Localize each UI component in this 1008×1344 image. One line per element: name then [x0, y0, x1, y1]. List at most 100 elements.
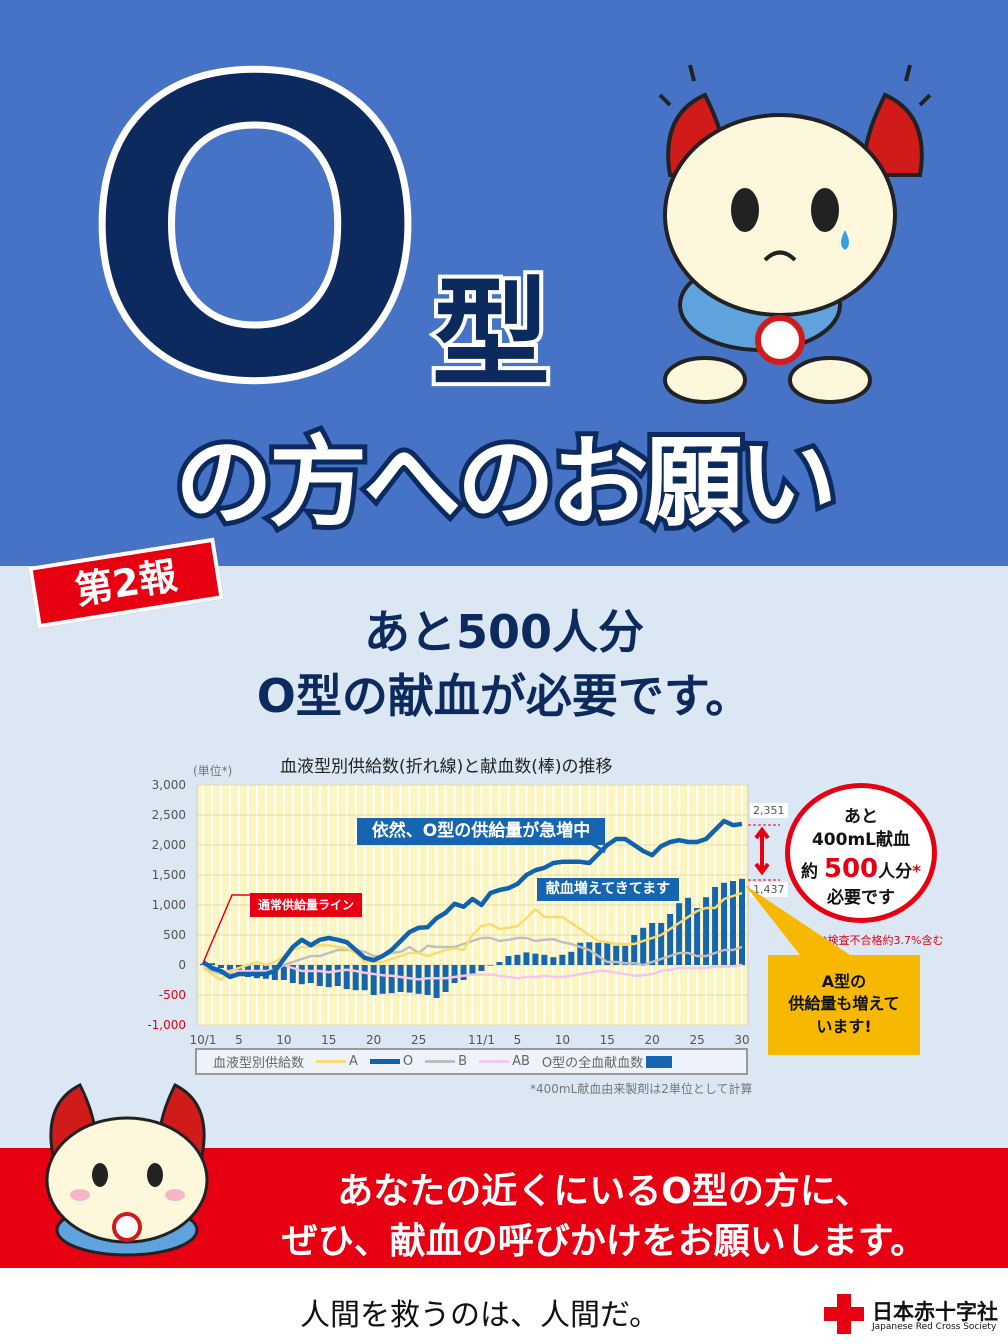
- bar: [352, 965, 359, 991]
- gap-arrow-icon: [754, 826, 770, 876]
- x-tick-label: 25: [689, 1033, 704, 1047]
- x-tick-label: 15: [321, 1033, 336, 1047]
- x-tick-label: 10: [276, 1033, 291, 1047]
- o-last-value: 2,351: [750, 803, 788, 818]
- bar: [424, 965, 431, 995]
- y-tick-label: 2,000: [152, 838, 186, 852]
- legend-swatch: [425, 1060, 456, 1063]
- bar: [622, 945, 629, 965]
- cta-line-2: ぜひ、献血の呼びかけをお願いします。: [281, 1221, 927, 1262]
- y-tick-label: 2,500: [152, 808, 186, 822]
- bar: [685, 897, 692, 965]
- bar: [577, 942, 584, 965]
- bar: [658, 923, 665, 965]
- subheadline-2: O型の献血が必要です。: [256, 669, 752, 723]
- org-name-jp: 日本赤十字社: [872, 1300, 998, 1324]
- bar: [478, 965, 485, 971]
- x-tick-label: 10: [555, 1033, 570, 1047]
- bar: [370, 965, 377, 995]
- chart-title: 血液型別供給数(折れ線)と献血数(棒)の推移: [280, 757, 613, 777]
- bar: [505, 956, 512, 965]
- bar: [226, 965, 233, 973]
- y-tick-label: 0: [178, 958, 186, 972]
- bubble-line: あと: [844, 807, 878, 827]
- a-type-note: A型の 供給量も増えて います!: [768, 955, 920, 1055]
- bar: [397, 965, 404, 992]
- bar: [280, 965, 287, 980]
- bar: [703, 897, 710, 965]
- chart-unit: (単位*): [193, 764, 233, 778]
- legend-swatch: [369, 1059, 400, 1064]
- type-label: 型: [428, 265, 554, 403]
- x-tick-label: 30: [734, 1033, 749, 1047]
- bar: [343, 965, 350, 989]
- bar: [712, 887, 719, 965]
- bar: [595, 942, 602, 965]
- x-tick-label: 5: [235, 1033, 243, 1047]
- bar: [217, 965, 224, 968]
- bar: [649, 923, 656, 965]
- bar: [631, 935, 638, 965]
- bar: [613, 945, 620, 965]
- legend: 血液型別供給数 A O B AB O型の全血献血数: [195, 1048, 748, 1075]
- bar: [667, 914, 674, 965]
- y-tick-label: -500: [159, 988, 186, 1002]
- bar: [433, 965, 440, 998]
- bar: [532, 953, 539, 965]
- legend-item: A: [316, 1054, 358, 1069]
- legend-swatch: [316, 1060, 347, 1063]
- bar: [388, 965, 395, 994]
- subheadline-1: あと500人分: [363, 605, 645, 659]
- bar: [586, 942, 593, 965]
- series-line-b: [202, 936, 743, 976]
- cta-line-1: あなたの近くにいるO型の方に、: [337, 1171, 871, 1212]
- x-tick-label: 20: [366, 1033, 381, 1047]
- bar: [676, 903, 683, 965]
- x-tick-label: 25: [411, 1033, 426, 1047]
- y-tick-label: 1,000: [152, 898, 186, 912]
- bar: [298, 965, 305, 985]
- annotation-donations-up: 献血増えてきてます: [537, 878, 679, 901]
- bar: [514, 954, 521, 965]
- bar: [604, 942, 611, 965]
- legend-item: AB: [479, 1054, 530, 1069]
- y-tick-label: -1,000: [147, 1018, 186, 1032]
- bar-last-value: 1,437: [750, 882, 788, 897]
- shortage-bubble: あと 400mL献血 約 500人分* 必要です: [785, 783, 937, 923]
- legend-item: B: [425, 1054, 467, 1069]
- red-cross-icon: [822, 1292, 866, 1336]
- bar: [208, 963, 215, 965]
- x-tick-label: 20: [645, 1033, 660, 1047]
- chart-footnote: *400mL献血由来製剤は2単位として計算: [530, 1082, 753, 1096]
- x-tick-label: 10/1: [190, 1033, 217, 1047]
- legend-item: O型の全血献血数: [542, 1052, 673, 1071]
- bar: [730, 881, 737, 965]
- legend-swatch: [479, 1060, 510, 1063]
- bubble-line: 400mL献血: [811, 829, 911, 850]
- x-tick-label: 15: [600, 1033, 615, 1047]
- bar: [568, 951, 575, 965]
- bar: [559, 954, 566, 965]
- bar: [469, 965, 476, 974]
- big-letter-o: O: [81, 0, 429, 465]
- bar: [235, 965, 242, 974]
- normal-line-pointer: [202, 894, 250, 964]
- x-tick-label: 11/1: [468, 1033, 495, 1047]
- bar: [739, 878, 745, 965]
- bar: [361, 965, 368, 991]
- bar: [460, 965, 467, 980]
- annotation-o-rising: 依然、O型の供給量が急増中: [357, 818, 605, 845]
- bubble-note: *検査不合格約3.7%含む: [822, 934, 944, 947]
- a-note-pointer: [745, 885, 850, 955]
- bar: [487, 965, 494, 966]
- annotation-normal-line: 通常供給量ライン: [250, 893, 362, 917]
- bar: [325, 965, 332, 988]
- bar: [541, 954, 548, 965]
- legend-swatch: [646, 1055, 673, 1068]
- slogan: 人間を救うのは、人間だ。: [300, 1298, 660, 1333]
- series-line-ab: [202, 963, 743, 981]
- bar: [640, 927, 647, 965]
- bar: [694, 908, 701, 965]
- bar: [451, 965, 458, 983]
- bar: [550, 957, 557, 965]
